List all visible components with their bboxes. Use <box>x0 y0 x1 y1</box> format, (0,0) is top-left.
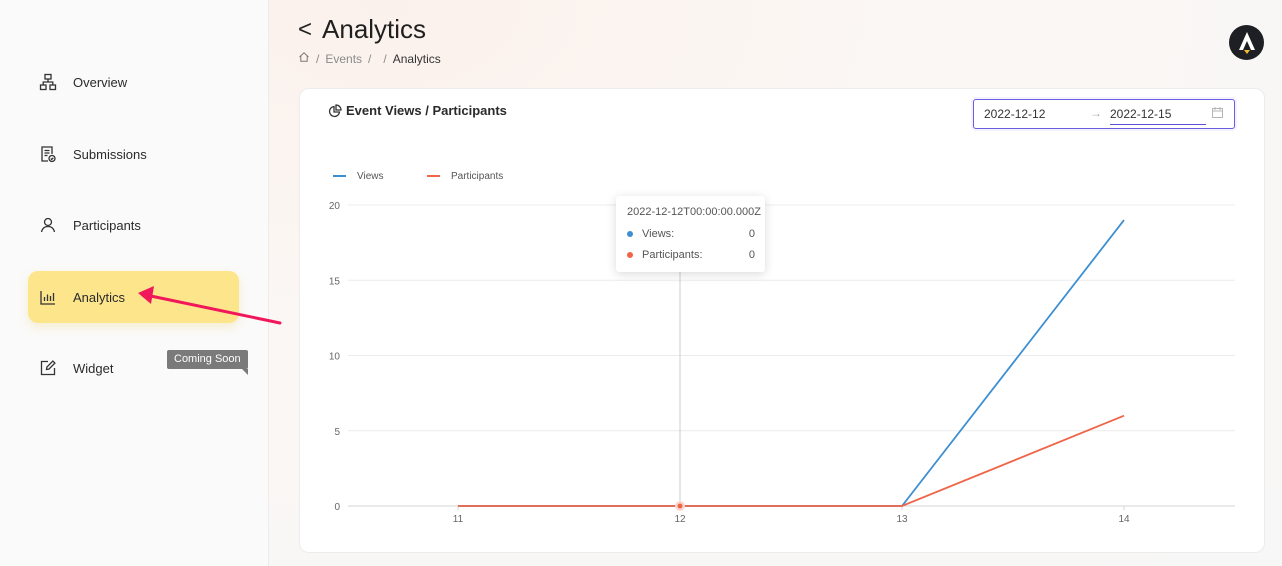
range-arrow-icon: → <box>1090 106 1102 120</box>
tooltip-views-label: Views: <box>642 228 675 240</box>
chart-series <box>458 219 1125 511</box>
users-icon <box>38 215 58 235</box>
x-tick-label: 11 <box>453 514 464 525</box>
breadcrumb-current: Analytics <box>392 51 441 66</box>
x-tick-label: 13 <box>896 514 908 525</box>
hovered-point <box>677 503 683 509</box>
chart-legend[interactable]: Views Participants <box>333 171 503 182</box>
sidebar-item-analytics[interactable]: Analytics <box>28 271 239 323</box>
series-line-views <box>458 219 1125 507</box>
rocket-logo-icon <box>1238 31 1255 54</box>
y-axis: 0 5 10 15 20 <box>329 201 341 513</box>
tooltip-title: 2022-12-12T00:00:00.000Z <box>627 206 761 218</box>
breadcrumb-events[interactable]: Events <box>325 51 363 66</box>
legend-participants-label: Participants <box>451 171 503 182</box>
tooltip-participants-value: 0 <box>748 249 755 261</box>
edit-square-icon <box>38 358 58 378</box>
sidebar-item-label: Overview <box>73 74 128 90</box>
back-button[interactable]: < <box>298 15 313 43</box>
y-tick-label: 0 <box>334 502 340 513</box>
legend-views-label: Views <box>357 171 384 182</box>
sitemap-icon <box>38 72 58 92</box>
sidebar-item-label: Submissions <box>73 146 147 162</box>
sidebar-item-overview[interactable]: Overview <box>28 56 239 108</box>
date-range-picker[interactable]: 2022-12-12 → 2022-12-15 <box>973 99 1235 129</box>
tooltip-row-participants: Participants: 0 <box>627 249 755 261</box>
breadcrumb-separator: / <box>316 51 320 66</box>
active-input-underline <box>1110 124 1206 125</box>
sidebar: Overview Submissions Participants Analyt… <box>0 0 269 566</box>
sidebar-item-label: Participants <box>73 217 141 233</box>
sidebar-item-submissions[interactable]: Submissions <box>28 128 239 180</box>
start-date-input[interactable]: 2022-12-12 <box>984 107 1046 121</box>
home-icon[interactable] <box>298 51 310 66</box>
calendar-icon[interactable] <box>1211 106 1224 122</box>
pointer-arrow-annotation <box>138 286 282 325</box>
y-tick-label: 10 <box>329 352 341 363</box>
bar-chart-icon <box>38 287 58 307</box>
breadcrumb-separator: / <box>368 51 372 66</box>
sidebar-item-participants[interactable]: Participants <box>28 199 239 251</box>
x-axis: 11 12 13 14 <box>453 506 1130 525</box>
series-line-participants <box>458 414 1125 507</box>
end-date-input[interactable]: 2022-12-15 <box>1110 107 1172 121</box>
x-tick-label: 14 <box>1118 514 1130 525</box>
tooltip-row-views: Views: 0 <box>627 228 755 240</box>
x-tick-label: 12 <box>674 514 686 525</box>
coming-soon-tooltip: Coming Soon <box>167 350 248 375</box>
tooltip-participants-label: Participants: <box>642 249 703 261</box>
breadcrumb: / Events / / Analytics <box>298 51 447 66</box>
sidebar-item-widget[interactable]: Widget <box>28 342 239 394</box>
chart-tooltip: 2022-12-12T00:00:00.000Z Views: 0 Partic… <box>616 196 765 272</box>
breadcrumb-separator: / <box>383 51 387 66</box>
card-title-text: Event Views / Participants <box>346 103 507 118</box>
page-header: < Analytics / Events / / Analytics <box>298 14 447 66</box>
page-title: Analytics <box>322 14 427 44</box>
sidebar-item-label: Analytics <box>73 289 126 305</box>
tooltip-views-dot <box>627 231 633 237</box>
card-title: Event Views / Participants <box>328 103 507 118</box>
pie-chart-icon <box>328 103 342 118</box>
y-tick-label: 5 <box>334 427 340 438</box>
y-tick-label: 15 <box>329 276 341 287</box>
tooltip-participants-dot <box>627 252 633 258</box>
analytics-card: Event Views / Participants 2022-12-12 → … <box>299 88 1265 553</box>
chart-grid <box>348 204 1235 507</box>
y-tick-label: 20 <box>329 201 341 212</box>
sidebar-item-label: Widget <box>73 360 114 376</box>
tooltip-views-value: 0 <box>748 228 755 240</box>
avatar[interactable] <box>1229 25 1264 60</box>
document-check-icon <box>38 144 58 164</box>
